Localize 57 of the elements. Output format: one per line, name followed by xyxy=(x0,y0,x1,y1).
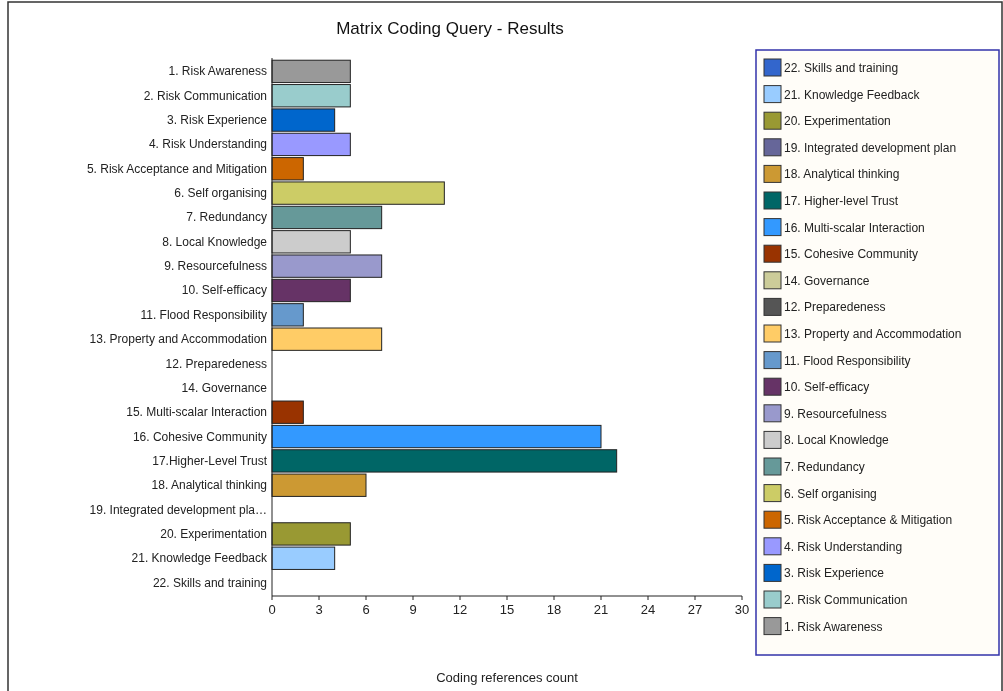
legend-label: 10. Self-efficacy xyxy=(784,380,870,395)
y-tick-label: 13. Property and Accommodation xyxy=(89,332,267,347)
y-tick-label: 9. Resourcefulness xyxy=(164,259,267,274)
y-tick-label: 18. Analytical thinking xyxy=(151,478,267,493)
y-tick-label: 10. Self-efficacy xyxy=(181,283,267,298)
x-tick-label: 9 xyxy=(409,602,417,617)
legend-label: 15. Cohesive Community xyxy=(784,247,919,262)
legend-label: 11. Flood Responsibility xyxy=(784,353,911,368)
y-tick-label: 6. Self organising xyxy=(174,186,267,201)
y-tick-label: 11. Flood Responsibility xyxy=(140,307,267,322)
legend-label: 20. Experimentation xyxy=(784,114,891,129)
y-tick-label: 15. Multi-scalar Interaction xyxy=(126,405,267,420)
y-tick-label: 3. Risk Experience xyxy=(166,113,268,128)
y-tick-label: 4. Risk Understanding xyxy=(148,137,267,152)
x-tick-label: 18 xyxy=(546,602,562,617)
legend-label: 8. Local Knowledge xyxy=(784,433,890,448)
x-tick-label: 27 xyxy=(687,602,703,617)
y-tick-label: 2. Risk Communication xyxy=(143,88,267,103)
legend-label: 4. Risk Understanding xyxy=(784,539,903,554)
legend-label: 13. Property and Accommodation xyxy=(784,327,962,341)
legend-label: 9. Resourcefulness xyxy=(784,406,887,421)
legend-label: 21. Knowledge Feedback xyxy=(784,87,921,102)
y-tick-label: 20. Experimentation xyxy=(160,526,267,541)
legend-label: 18. Analytical thinking xyxy=(784,167,900,182)
legend-label: 16. Multi-scalar Interaction xyxy=(784,220,925,235)
legend-label: 14. Governance xyxy=(784,273,870,288)
legend-label: 2. Risk Communication xyxy=(784,593,908,607)
x-tick-label: 12 xyxy=(452,602,468,617)
y-tick-label: 5. Risk Acceptance and Mitigation xyxy=(86,161,267,176)
x-axis-title: Coding references count xyxy=(436,670,579,685)
legend-label: 17. Higher-level Trust xyxy=(784,194,899,208)
legend-label: 6. Self organising xyxy=(784,486,877,501)
y-tick-label: 17.Higher-Level Trust xyxy=(152,453,268,468)
x-tick-label: 21 xyxy=(593,602,609,617)
legend-label: 12. Preparedeness xyxy=(784,300,886,315)
x-tick-label: 3 xyxy=(315,602,323,617)
x-tick-label: 24 xyxy=(640,602,656,617)
legend-label: 3. Risk Experience xyxy=(784,566,885,581)
x-tick-label: 15 xyxy=(499,602,515,617)
y-tick-label: 21. Knowledge Feedback xyxy=(131,551,268,566)
y-tick-label: 1. Risk Awareness xyxy=(168,64,267,79)
y-tick-label: 8. Local Knowledge xyxy=(162,234,268,249)
x-tick-label: 30 xyxy=(734,602,750,617)
chart-title: Matrix Coding Query - Results xyxy=(336,19,564,38)
y-tick-label: 12. Preparedeness xyxy=(165,356,267,371)
legend-label: 5. Risk Acceptance & Mitigation xyxy=(784,513,953,528)
y-tick-label: 7. Redundancy xyxy=(186,210,267,225)
legend-label: 1. Risk Awareness xyxy=(784,619,883,634)
x-tick-label: 0 xyxy=(268,602,276,617)
legend-label: 22. Skills and training xyxy=(784,61,899,75)
y-tick-label: 19. Integrated development pla… xyxy=(89,502,267,517)
legend-label: 19. Integrated development plan xyxy=(784,140,957,155)
y-tick-label: 14. Governance xyxy=(181,380,268,395)
x-tick-label: 6 xyxy=(362,602,370,617)
legend-label: 7. Redundancy xyxy=(784,460,865,474)
y-tick-label: 16. Cohesive Community xyxy=(132,429,267,444)
y-tick-label: 22. Skills and training xyxy=(152,575,267,590)
